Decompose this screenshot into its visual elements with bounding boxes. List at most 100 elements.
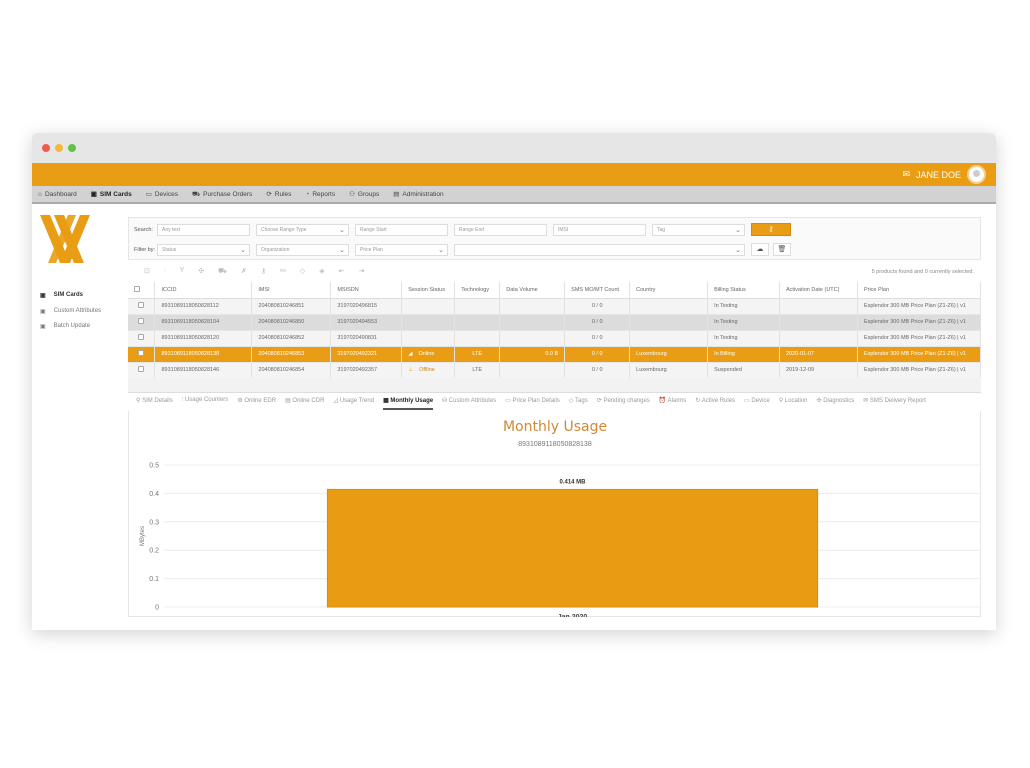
checkbox[interactable]: [138, 302, 145, 308]
checkbox[interactable]: [138, 334, 145, 340]
import-icon[interactable]: ⇤: [338, 268, 345, 275]
column-header[interactable]: SMS MO/MT Count: [564, 282, 631, 299]
column-header[interactable]: Country: [629, 282, 709, 299]
row-select[interactable]: [128, 314, 156, 330]
table-row[interactable]: 8931089118050828104 204080810246850 319702…: [128, 314, 982, 330]
column-header[interactable]: Session Status: [401, 282, 456, 299]
tab-icon: ▭: [744, 398, 750, 404]
clear-filter-button[interactable]: 🗑: [773, 243, 791, 256]
truck-icon[interactable]: ⛟: [218, 268, 227, 275]
column-header[interactable]: IMSI: [251, 282, 332, 299]
tab-online-cdr[interactable]: ▤ Online CDR: [285, 397, 324, 410]
nav-purchase-orders[interactable]: ⛟ Purchase Orders: [192, 190, 252, 199]
nav-administration[interactable]: ▤ Administration: [393, 190, 443, 198]
extra-filter-select[interactable]: ⌄: [454, 244, 745, 256]
tab-sim-details[interactable]: ⚲ SIM Details: [136, 397, 173, 410]
chevron-down-icon: ⌄: [735, 247, 741, 254]
table-row[interactable]: 8931089118050828146 204080810246854 319702…: [128, 362, 982, 378]
tab-pending-changes[interactable]: ⟳ Pending changes: [597, 397, 650, 410]
nav-groups[interactable]: ⚇ Groups: [349, 190, 379, 198]
checkbox[interactable]: [134, 285, 140, 292]
price-plan-select[interactable]: Price Plan ⌄: [355, 244, 448, 256]
filter-panel: Search: Filter by: Any text Choose Range…: [128, 217, 981, 260]
column-header[interactable]: Data Volume: [499, 282, 566, 299]
groups-icon[interactable]: ⫶: [163, 267, 166, 274]
table-cell: 204080810246852: [251, 330, 332, 346]
nav-rules[interactable]: ⟳ Rules: [266, 190, 291, 198]
nav-devices[interactable]: ▭ Devices: [146, 190, 178, 198]
column-header[interactable]: Billing Status: [707, 282, 780, 299]
tab-usage-counters[interactable]: ⫶ Usage Counters: [182, 397, 229, 410]
search-button[interactable]: ⚷: [751, 223, 791, 236]
column-header[interactable]: MSISDN: [330, 282, 403, 299]
cell-value: 3197020494553: [337, 319, 378, 325]
select-all[interactable]: [128, 282, 156, 299]
nav-reports[interactable]: ◔ Reports: [305, 191, 335, 198]
minimize-dot[interactable]: [55, 144, 63, 152]
link-icon[interactable]: ⚯: [280, 268, 286, 275]
chart-icon[interactable]: ✗: [240, 268, 247, 275]
export-icon[interactable]: ⇥: [358, 268, 365, 275]
table-cell: [454, 314, 501, 330]
column-header[interactable]: Price Plan: [857, 282, 982, 299]
tab-usage-trend[interactable]: ◿ Usage Trend: [333, 397, 374, 410]
avatar[interactable]: [967, 165, 986, 184]
close-dot[interactable]: [42, 144, 50, 152]
tab-alarms[interactable]: ⏰ Alarms: [659, 397, 687, 410]
cell-value: 8931089118050828112: [161, 303, 219, 309]
table-row[interactable]: 8931089118050828138 204080810246853 319702…: [128, 346, 982, 362]
checkbox[interactable]: [138, 366, 145, 372]
network-icon[interactable]: ✣: [198, 268, 205, 275]
lock-icon[interactable]: ⊡: [144, 268, 150, 275]
range-type-select[interactable]: Choose Range Type ⌄: [256, 224, 349, 236]
row-select[interactable]: [128, 330, 156, 346]
imsi-input[interactable]: IMSI: [553, 224, 646, 236]
search-input[interactable]: Any text: [157, 224, 250, 236]
column-header[interactable]: Activation Date (UTC): [779, 282, 858, 299]
tab-device[interactable]: ▭ Device: [744, 397, 770, 410]
tab-custom-attributes[interactable]: ⛁ Custom Attributes: [442, 397, 496, 410]
tab-online-edr[interactable]: ⚙ Online EDR: [237, 397, 276, 410]
tab-sms-delivery-report[interactable]: ✉ SMS Delivery Report: [863, 397, 926, 410]
table-cell: ◢ Online: [401, 346, 456, 362]
tag-select[interactable]: Tag ⌄: [652, 224, 745, 236]
column-header[interactable]: ICCID: [154, 282, 253, 299]
range-end-input[interactable]: Range End: [454, 224, 547, 236]
key-icon[interactable]: ⚷: [260, 268, 266, 275]
status-select[interactable]: Status ⌄: [157, 244, 250, 256]
nav-dashboard[interactable]: ⌂ Dashboard: [38, 191, 77, 198]
tab-active-rules[interactable]: ↻ Active Rules: [695, 397, 735, 410]
sidebar-item-batch-update[interactable]: ▣ Batch Update: [40, 323, 90, 330]
save-filter-button[interactable]: ☁: [751, 243, 769, 256]
cell-value: 8931089118050828146: [161, 367, 220, 373]
notification-icon[interactable]: ✉: [902, 169, 910, 179]
tab-label: Custom Attributes: [448, 398, 497, 404]
cell-value: Luxembourg: [636, 367, 667, 373]
tag-icon[interactable]: ◇: [299, 268, 306, 275]
cell-value: 3197020496815: [337, 303, 378, 309]
antenna-icon[interactable]: Y: [179, 267, 185, 274]
bar[interactable]: [326, 488, 819, 608]
checkbox[interactable]: [138, 350, 145, 356]
column-header[interactable]: Technology: [454, 282, 501, 299]
sidebar-item-sim-cards[interactable]: ▣ SIM Cards: [40, 292, 83, 299]
tab-monthly-usage[interactable]: ▦ Monthly Usage: [383, 397, 434, 410]
maximize-dot[interactable]: [68, 144, 76, 152]
tag-remove-icon[interactable]: ◈: [319, 268, 325, 275]
sidebar-item-custom-attributes[interactable]: ▣ Custom Attributes: [40, 308, 101, 315]
row-select[interactable]: [128, 362, 156, 378]
nav-sim-cards[interactable]: ▣ SIM Cards: [91, 190, 132, 198]
tab-diagnostics[interactable]: ✣ Diagnostics: [817, 397, 855, 410]
tab-location[interactable]: ⚲ Location: [779, 397, 808, 410]
row-select[interactable]: [128, 298, 156, 314]
range-start-input[interactable]: Range Start: [355, 224, 448, 236]
checkbox[interactable]: [138, 318, 145, 324]
tab-price-plan-details[interactable]: ▭ Price Plan Details: [505, 397, 560, 410]
tab-tags[interactable]: ◇ Tags: [569, 397, 588, 410]
table-row[interactable]: 8931089118050828120 204080810246852 319702…: [128, 330, 982, 346]
row-select[interactable]: [128, 346, 156, 362]
user-menu[interactable]: ✉ JANE DOE: [902, 165, 986, 184]
organization-select[interactable]: Organization ⌄: [256, 244, 349, 256]
table-row[interactable]: 8931089118050828112 204080810246851 319702…: [128, 298, 982, 314]
signal-icon: ◢: [408, 351, 413, 357]
